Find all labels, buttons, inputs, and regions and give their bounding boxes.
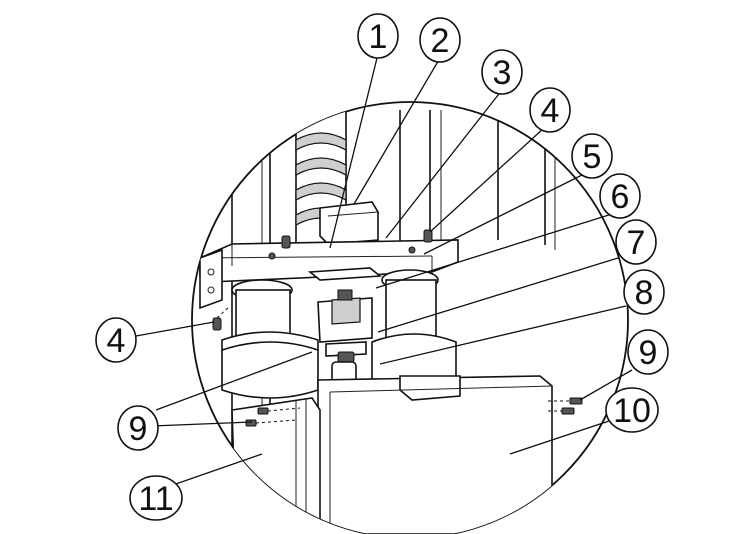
side-bolts [245, 397, 583, 427]
callout-7-label: 7 [627, 224, 646, 262]
callout-6: 6 [599, 173, 641, 219]
callout-1: 1 [357, 13, 399, 59]
callout-4-left: 4 [95, 317, 137, 363]
loose-screw [212, 305, 231, 331]
machine-drawing [199, 109, 583, 534]
callout-2: 2 [419, 17, 461, 63]
callout-3: 3 [481, 49, 523, 95]
callout-8-label: 8 [635, 274, 654, 312]
callout-3-label: 3 [493, 54, 512, 92]
callout-5-label: 5 [583, 138, 602, 176]
callout-8: 8 [623, 269, 665, 315]
callout-9-left-label: 9 [129, 410, 148, 448]
callout-4-top-label: 4 [541, 92, 560, 130]
callout-6-label: 6 [611, 178, 630, 216]
callout-4-left-label: 4 [107, 322, 126, 360]
callout-2-label: 2 [431, 22, 450, 60]
callout-11: 11 [129, 475, 183, 521]
side-bracket [231, 397, 321, 534]
callout-9-right-label: 9 [639, 334, 658, 372]
callout-11-label: 11 [138, 480, 173, 518]
callout-1-label: 1 [369, 18, 388, 56]
callout-7: 7 [615, 219, 657, 265]
callout-4-top: 4 [529, 87, 571, 133]
callout-9-right: 9 [627, 329, 669, 375]
plate-screws [268, 229, 433, 260]
leader-lines [135, 53, 633, 487]
callout-10-label: 10 [613, 392, 651, 430]
callout-9-left: 9 [117, 405, 159, 451]
center-mechanism [307, 267, 383, 383]
top-bracket [319, 201, 379, 245]
callout-5: 5 [571, 133, 613, 179]
left-column [221, 289, 319, 399]
base-block [317, 375, 553, 534]
callout-10: 10 [605, 387, 659, 433]
